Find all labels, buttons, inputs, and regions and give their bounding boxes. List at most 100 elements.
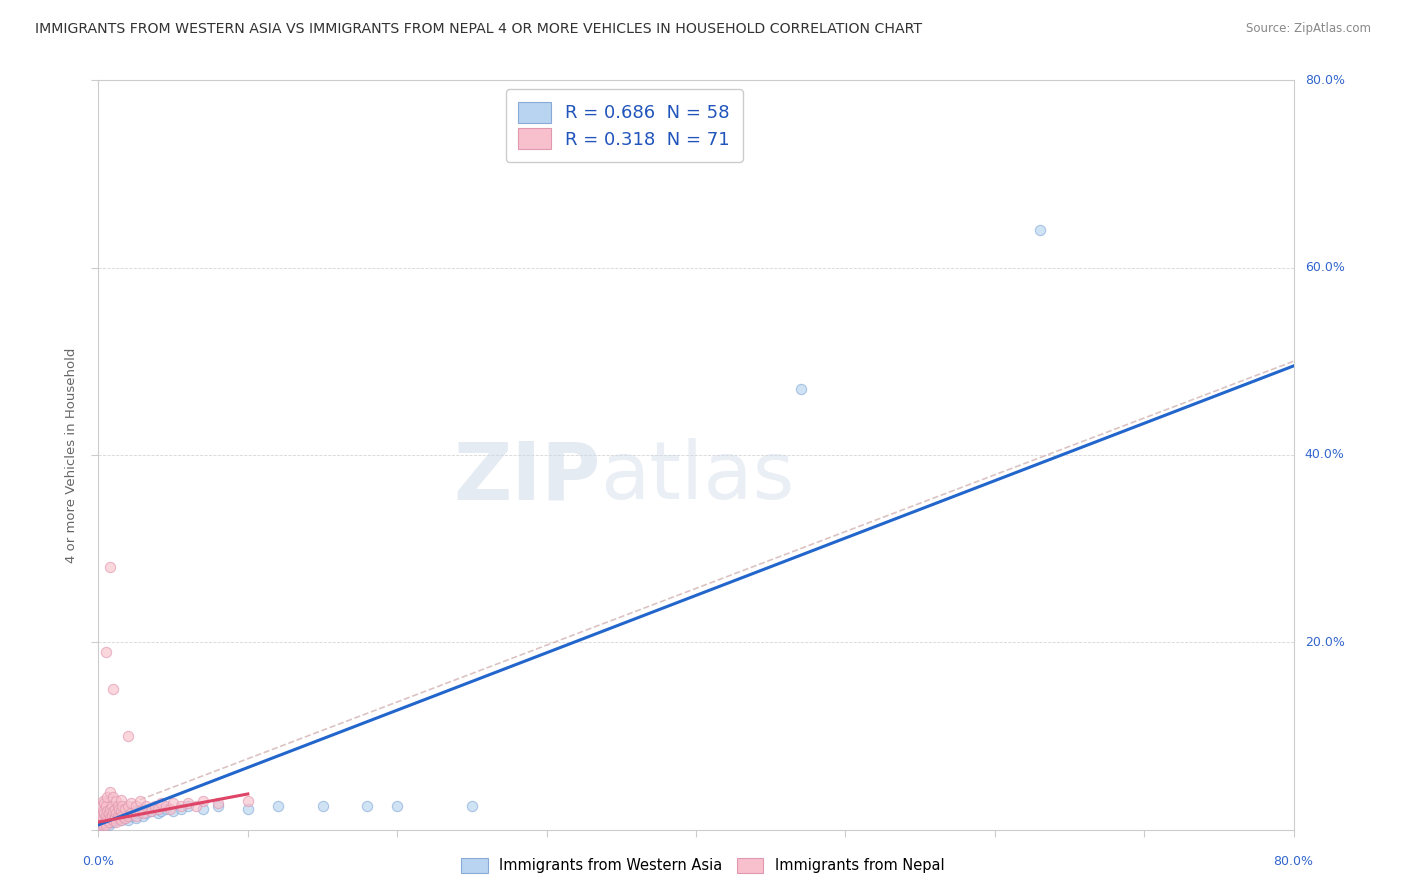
Point — [461, 799, 484, 814]
Point — [155, 802, 177, 816]
Point — [110, 792, 132, 806]
Point — [1028, 223, 1050, 237]
Point — [789, 382, 811, 396]
Point — [94, 815, 117, 830]
Point — [97, 818, 120, 832]
Point — [94, 818, 117, 832]
Text: 60.0%: 60.0% — [1305, 261, 1344, 274]
Point — [107, 808, 129, 822]
Point — [103, 682, 125, 697]
Point — [117, 814, 139, 828]
Point — [110, 804, 132, 818]
Point — [107, 811, 129, 825]
Point — [177, 799, 200, 814]
Point — [96, 814, 118, 828]
Point — [150, 804, 173, 818]
Point — [91, 818, 114, 832]
Point — [98, 802, 122, 816]
Point — [105, 814, 128, 828]
Point — [148, 802, 170, 816]
Point — [89, 814, 111, 828]
Point — [90, 815, 112, 830]
Point — [91, 820, 114, 834]
Point — [98, 785, 122, 799]
Point — [111, 808, 134, 822]
Point — [96, 789, 118, 804]
Point — [125, 808, 148, 822]
Point — [162, 804, 184, 818]
Point — [169, 802, 191, 816]
Point — [101, 799, 124, 814]
Text: 80.0%: 80.0% — [1274, 855, 1313, 868]
Point — [97, 805, 120, 820]
Point — [120, 808, 142, 822]
Point — [110, 805, 132, 820]
Text: atlas: atlas — [600, 438, 794, 516]
Point — [94, 808, 117, 822]
Point — [89, 820, 111, 834]
Point — [114, 802, 136, 816]
Point — [98, 560, 122, 574]
Point — [115, 808, 138, 822]
Point — [96, 814, 118, 828]
Point — [101, 808, 124, 822]
Point — [97, 815, 120, 830]
Text: 80.0%: 80.0% — [1305, 74, 1344, 87]
Point — [97, 811, 120, 825]
Point — [143, 802, 166, 816]
Point — [129, 804, 152, 818]
Point — [148, 805, 170, 820]
Point — [110, 814, 132, 828]
Point — [104, 811, 127, 825]
Point — [91, 811, 114, 825]
Point — [105, 805, 128, 820]
Point — [267, 799, 290, 814]
Point — [236, 795, 259, 809]
Point — [162, 797, 184, 811]
Point — [90, 799, 112, 814]
Legend: R = 0.686  N = 58, R = 0.318  N = 71: R = 0.686 N = 58, R = 0.318 N = 71 — [506, 89, 742, 161]
Y-axis label: 4 or more Vehicles in Household: 4 or more Vehicles in Household — [65, 347, 79, 563]
Point — [111, 811, 134, 825]
Point — [101, 814, 124, 828]
Point — [139, 804, 162, 818]
Point — [90, 808, 112, 822]
Point — [311, 799, 333, 814]
Point — [125, 799, 148, 814]
Point — [191, 795, 214, 809]
Point — [90, 815, 112, 830]
Legend: Immigrants from Western Asia, Immigrants from Nepal: Immigrants from Western Asia, Immigrants… — [454, 850, 952, 880]
Point — [129, 795, 152, 809]
Point — [94, 799, 117, 814]
Text: 40.0%: 40.0% — [1305, 449, 1344, 461]
Point — [108, 808, 131, 822]
Point — [169, 799, 191, 814]
Point — [125, 811, 148, 825]
Point — [103, 814, 125, 828]
Point — [117, 808, 139, 822]
Point — [103, 804, 125, 818]
Point — [111, 799, 134, 814]
Point — [150, 797, 173, 811]
Point — [89, 818, 111, 832]
Point — [207, 797, 229, 811]
Point — [129, 804, 152, 818]
Text: Source: ZipAtlas.com: Source: ZipAtlas.com — [1246, 22, 1371, 36]
Point — [120, 797, 142, 811]
Point — [236, 802, 259, 816]
Point — [103, 815, 125, 830]
Point — [117, 799, 139, 814]
Point — [120, 805, 142, 820]
Point — [94, 644, 117, 658]
Point — [91, 795, 114, 809]
Point — [207, 799, 229, 814]
Point — [105, 805, 128, 820]
Point — [132, 802, 155, 816]
Point — [125, 804, 148, 818]
Point — [114, 811, 136, 825]
Point — [104, 802, 127, 816]
Point — [143, 799, 166, 814]
Point — [107, 799, 129, 814]
Point — [98, 811, 122, 825]
Point — [159, 802, 181, 816]
